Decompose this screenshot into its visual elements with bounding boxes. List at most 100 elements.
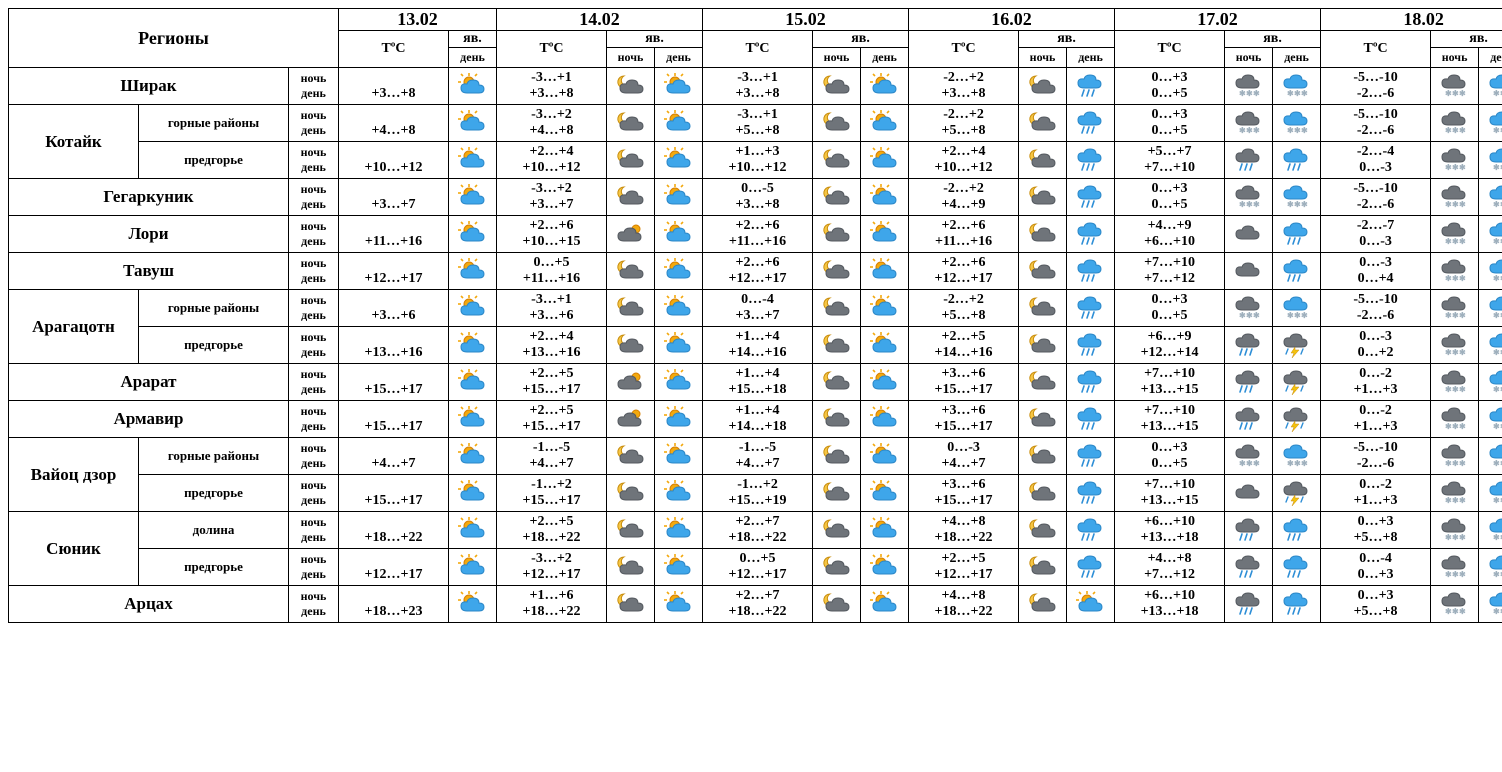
sun-cloud-icon: [861, 142, 909, 179]
moon-cloud-icon: [607, 586, 655, 623]
blue-snow-icon: [1479, 105, 1502, 142]
region-row: Ширакночьдень +3…+8-3…+1+3…+8-3…+1+3…+8-…: [9, 68, 1502, 105]
temp-cell: +6…+10+13…+18: [1115, 586, 1225, 623]
blue-rain-icon: [1067, 105, 1115, 142]
sun-cloud-icon: [449, 401, 497, 438]
temp-cell: 0…+30…+5: [1115, 105, 1225, 142]
sun-cloud-icon: [449, 179, 497, 216]
blue-snow-icon: [1479, 364, 1502, 401]
region-subname: долина: [139, 512, 289, 549]
sun-cloud-icon: [1067, 586, 1115, 623]
cloud-sun-icon: [607, 216, 655, 253]
region-row: Гегаркуникночьдень +3…+7-3…+2+3…+70…-5+3…: [9, 179, 1502, 216]
blue-rain-icon: [1273, 253, 1321, 290]
header-day: день: [861, 48, 909, 68]
temp-cell: -2…+2+3…+8: [909, 68, 1019, 105]
grey-cloud-icon: [1225, 253, 1273, 290]
cloud-sun-icon: [607, 364, 655, 401]
region-subrow: предгорьеночьдень +13…+16+2…+4+13…+16+1……: [9, 327, 1502, 364]
blue-snow-icon: [1273, 179, 1321, 216]
temp-cell: +3…+6+15…+17: [909, 401, 1019, 438]
temp-cell: +4…+8: [339, 105, 449, 142]
blue-snow-icon: [1479, 475, 1502, 512]
header-date: 13.02: [339, 9, 497, 31]
moon-cloud-icon: [607, 475, 655, 512]
blue-snow-icon: [1273, 290, 1321, 327]
temp-cell: +12…+17: [339, 253, 449, 290]
temp-cell: -1…+2+15…+17: [497, 475, 607, 512]
temp-cell: 0…+30…+5: [1115, 438, 1225, 475]
region-subrow: Вайоц дзоргорные районыночьдень +4…+7-1……: [9, 438, 1502, 475]
sun-cloud-icon: [861, 327, 909, 364]
temp-cell: 0…-30…+2: [1321, 327, 1431, 364]
grey-rain-icon: [1225, 512, 1273, 549]
sun-cloud-icon: [655, 364, 703, 401]
temp-cell: -3…+2+12…+17: [497, 549, 607, 586]
moon-cloud-icon: [607, 68, 655, 105]
header-phenomena: яв.: [1019, 31, 1115, 48]
temp-cell: 0…+5+11…+16: [497, 253, 607, 290]
blue-snow-icon: [1479, 179, 1502, 216]
temp-cell: +3…+6+15…+17: [909, 475, 1019, 512]
temp-cell: 0…-2+1…+3: [1321, 475, 1431, 512]
grey-storm-icon: [1273, 364, 1321, 401]
grey-snow-icon: [1225, 105, 1273, 142]
moon-cloud-icon: [813, 216, 861, 253]
sun-cloud-icon: [449, 364, 497, 401]
grey-snow-icon: [1431, 364, 1479, 401]
region-row: Тавушночьдень +12…+170…+5+11…+16+2…+6+12…: [9, 253, 1502, 290]
header-phenomena: яв.: [449, 31, 497, 48]
blue-snow-icon: [1479, 549, 1502, 586]
region-subname: горные районы: [139, 290, 289, 327]
moon-cloud-icon: [813, 68, 861, 105]
blue-rain-icon: [1273, 512, 1321, 549]
moon-cloud-icon: [1019, 253, 1067, 290]
night-day-label: ночьдень: [289, 401, 339, 438]
temp-cell: +1…+4+14…+18: [703, 401, 813, 438]
sun-cloud-icon: [655, 401, 703, 438]
moon-cloud-icon: [607, 142, 655, 179]
region-subrow: предгорьеночьдень +12…+17-3…+2+12…+170…+…: [9, 549, 1502, 586]
moon-cloud-icon: [607, 549, 655, 586]
blue-rain-icon: [1067, 290, 1115, 327]
region-subrow: Арагацотнгорные районыночьдень +3…+6-3…+…: [9, 290, 1502, 327]
temp-cell: +18…+22: [339, 512, 449, 549]
grey-storm-icon: [1273, 475, 1321, 512]
region-name: Армавир: [9, 401, 289, 438]
grey-snow-icon: [1431, 253, 1479, 290]
sun-cloud-icon: [449, 475, 497, 512]
night-day-label: ночьдень: [289, 475, 339, 512]
temp-cell: +2…+4+13…+16: [497, 327, 607, 364]
temp-cell: +7…+10+7…+12: [1115, 253, 1225, 290]
grey-snow-icon: [1225, 68, 1273, 105]
moon-cloud-icon: [1019, 475, 1067, 512]
header-date: 14.02: [497, 9, 703, 31]
region-subrow: Котайкгорные районыночьдень +4…+8-3…+2+4…: [9, 105, 1502, 142]
region-subrow: предгорьеночьдень +15…+17-1…+2+15…+17-1……: [9, 475, 1502, 512]
temp-cell: -3…+1+3…+6: [497, 290, 607, 327]
moon-cloud-icon: [813, 179, 861, 216]
blue-snow-icon: [1273, 68, 1321, 105]
header-phenomena: яв.: [1431, 31, 1502, 48]
sun-cloud-icon: [861, 401, 909, 438]
sun-cloud-icon: [861, 216, 909, 253]
temp-cell: -3…+1+3…+8: [703, 68, 813, 105]
blue-snow-icon: [1479, 438, 1502, 475]
temp-cell: +7…+10+13…+15: [1115, 364, 1225, 401]
temp-cell: 0…+30…+5: [1115, 290, 1225, 327]
blue-rain-icon: [1067, 68, 1115, 105]
header-day: день: [1479, 48, 1502, 68]
header-day: день: [655, 48, 703, 68]
blue-rain-icon: [1067, 549, 1115, 586]
sun-cloud-icon: [449, 549, 497, 586]
moon-cloud-icon: [813, 512, 861, 549]
moon-cloud-icon: [813, 364, 861, 401]
temp-cell: +2…+5+14…+16: [909, 327, 1019, 364]
blue-rain-icon: [1067, 216, 1115, 253]
moon-cloud-icon: [813, 327, 861, 364]
region-subrow: Сюникдолинаночьдень +18…+22+2…+5+18…+22+…: [9, 512, 1502, 549]
night-day-label: ночьдень: [289, 512, 339, 549]
temp-cell: +15…+17: [339, 401, 449, 438]
temp-cell: +2…+5+15…+17: [497, 364, 607, 401]
grey-rain-icon: [1225, 327, 1273, 364]
